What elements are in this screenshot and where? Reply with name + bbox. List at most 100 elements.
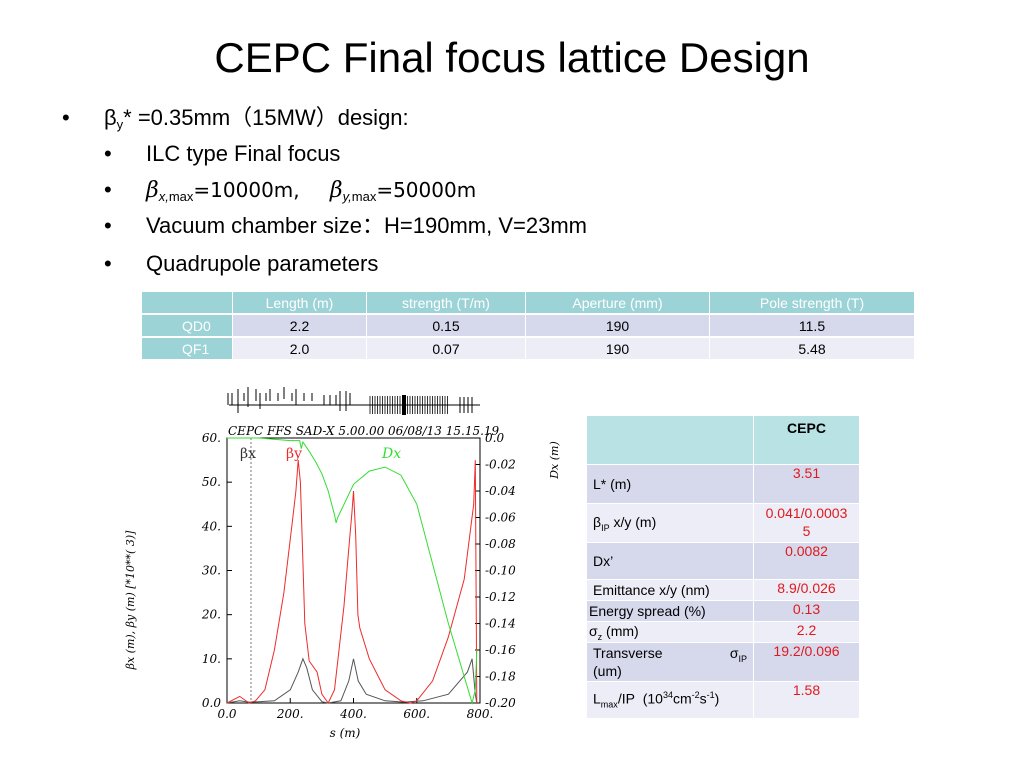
beta-y-max: max <box>351 189 377 204</box>
magnet-element <box>402 395 406 415</box>
table-cell: 11.5 <box>710 315 914 336</box>
table-header-cell: strength (T/m) <box>367 292 525 313</box>
param-value: 0.13 <box>754 601 859 621</box>
y-tick-label: 30. <box>202 564 221 578</box>
x-tick-label: 200. <box>276 707 304 721</box>
y-tick-label: 10. <box>202 652 221 666</box>
beta-x-value: =10000m, <box>193 178 300 202</box>
y2-tick-label: -0.08 <box>485 537 516 551</box>
table-row: βIP x/y (m) 0.041/0.0003 5 <box>587 504 859 542</box>
param-value: 0.0082 <box>754 543 859 579</box>
param-value: 0.041/0.0003 5 <box>754 504 859 542</box>
table-cell: 2.0 <box>233 338 366 359</box>
bullet-dot: • <box>104 251 112 276</box>
series-layer <box>226 437 478 705</box>
beta-y-value: =50000m <box>376 178 477 202</box>
param-label: Emittance x/y (nm) <box>587 580 753 600</box>
table-row: L* (m) 3.51 <box>587 465 859 503</box>
bullet-beta-y-design: • βy* =0.35mm（15MW）design: <box>62 104 409 139</box>
param-value: 3.51 <box>754 465 859 503</box>
legend-dx: Dx <box>381 446 401 462</box>
y2-axis-tick-labels: 0.0 -0.02 -0.04 -0.06 -0.08 -0.10 -0.12 -0.14 -0… <box>485 431 516 710</box>
table-row: Lmax/IP (1034cm-2s-1) 1.58 <box>587 682 859 718</box>
x-tick-label: 0.0 <box>217 707 236 721</box>
param-label: Transverse σIP (um) <box>587 643 753 681</box>
bullet-dot: • <box>104 141 112 166</box>
y2-tick-label: -0.12 <box>485 590 516 604</box>
series-line-beta-y <box>226 460 478 704</box>
param-value: 1.58 <box>754 682 859 718</box>
beta-x-symbol: β <box>146 178 159 203</box>
y2-tick-label: -0.10 <box>485 564 516 578</box>
x-axis-label: s (m) <box>330 726 361 740</box>
param-value: 2.2 <box>754 622 859 642</box>
table-header-cell: Pole strength (T) <box>710 292 914 313</box>
x-axis-tick-labels: 0.0 200. 400. 600. 800. <box>217 707 493 721</box>
param-value: 19.2/0.096 <box>754 643 859 681</box>
y-axis-tick-labels: 0.0 10. 20. 30. 40. 50. 60. <box>201 431 221 710</box>
y2-axis-label: Dx (m) <box>548 441 561 480</box>
beta-y-sub: y, <box>342 189 352 204</box>
bullet-dot: • <box>62 105 70 130</box>
param-label: Energy spread (%) <box>587 601 753 621</box>
table-header-row: CEPC <box>587 416 859 464</box>
bullet-text: Vacuum chamber size：H=190mm, V=23mm <box>146 213 587 238</box>
y2-tick-label: -0.20 <box>485 696 516 710</box>
bullet-ilc-type: • ILC type Final focus <box>104 140 341 168</box>
table-row: Emittance x/y (nm) 8.9/0.026 <box>587 580 859 600</box>
row-header: QF1 <box>142 338 232 359</box>
table-cell: 0.15 <box>367 315 525 336</box>
quadrupole-table: Length (m) strength (T/m) Aperture (mm) … <box>141 290 915 361</box>
table-row: QF1 2.0 0.07 190 5.48 <box>142 338 914 359</box>
beta-x-max: max <box>168 189 194 204</box>
plot-frame <box>226 437 481 704</box>
x-tick-label: 400. <box>339 707 367 721</box>
beta-x-sub: x, <box>158 189 169 204</box>
param-label: Lmax/IP (1034cm-2s-1) <box>587 682 753 718</box>
table-row: Dx’ 0.0082 <box>587 543 859 579</box>
bullet-text: Quadrupole parameters <box>146 251 379 276</box>
x-tick-label: 600. <box>403 707 430 721</box>
axis-ticks <box>226 437 481 704</box>
table-header-cell <box>587 416 753 464</box>
y-tick-label: 60. <box>202 431 221 445</box>
y-axis-label: βx (m), βy (m) [*10**( 3)] <box>124 530 137 671</box>
y-tick-label: 50. <box>202 475 221 489</box>
table-header-row: Length (m) strength (T/m) Aperture (mm) … <box>142 292 914 313</box>
slide-title: CEPC Final focus lattice Design <box>214 34 810 81</box>
y2-tick-label: -0.18 <box>485 670 516 684</box>
bullet-text: * =0.35mm（15MW）design: <box>123 105 409 130</box>
y-tick-label: 0.0 <box>202 696 221 710</box>
bullet-vacuum: • Vacuum chamber size：H=190mm, V=23mm <box>104 212 587 240</box>
legend-beta-y: βy <box>286 446 302 462</box>
table-header-cell: Length (m) <box>233 292 366 313</box>
series-line-dx <box>227 437 478 705</box>
table-cell: 5.48 <box>710 338 914 359</box>
y2-tick-label: -0.14 <box>485 617 516 631</box>
row-header: QD0 <box>142 315 232 336</box>
bullet-quad: • Quadrupole parameters <box>104 250 379 278</box>
table-cell: 0.07 <box>367 338 525 359</box>
beta-y-symbol: β <box>329 178 343 203</box>
y2-tick-label: -0.16 <box>485 643 516 657</box>
table-cell: 190 <box>526 315 709 336</box>
bullet-beta-max: • βx,max=10000m, βy,max=50000m <box>104 176 477 211</box>
x-tick-label: 800. <box>467 707 494 721</box>
param-label: L* (m) <box>587 465 753 503</box>
cepc-parameter-table: CEPC L* (m) 3.51 βIP x/y (m) 0.041/0.000… <box>586 415 860 719</box>
lattice-optics-chart: CEPC FFS SAD-X 5.00.00 06/08/13 15.15.19… <box>124 387 561 740</box>
param-value: 8.9/0.026 <box>754 580 859 600</box>
chart-title: CEPC FFS SAD-X 5.00.00 06/08/13 15.15.19 <box>228 424 500 438</box>
table-row: QD0 2.2 0.15 190 11.5 <box>142 315 914 336</box>
y2-tick-label: -0.04 <box>485 484 516 498</box>
table-header-cell: Aperture (mm) <box>526 292 709 313</box>
y2-tick-label: -0.02 <box>485 458 516 472</box>
param-label: βIP x/y (m) <box>587 504 753 542</box>
y2-tick-label: -0.06 <box>485 511 516 525</box>
bullet-text: ILC type Final focus <box>146 141 341 166</box>
series-line-beta-x <box>226 657 478 704</box>
table-row: Transverse σIP (um) 19.2/0.096 <box>587 643 859 681</box>
table-row: Energy spread (%) 0.13 <box>587 601 859 621</box>
beta-symbol: β <box>104 105 117 130</box>
table-row: σz (mm) 2.2 <box>587 622 859 642</box>
